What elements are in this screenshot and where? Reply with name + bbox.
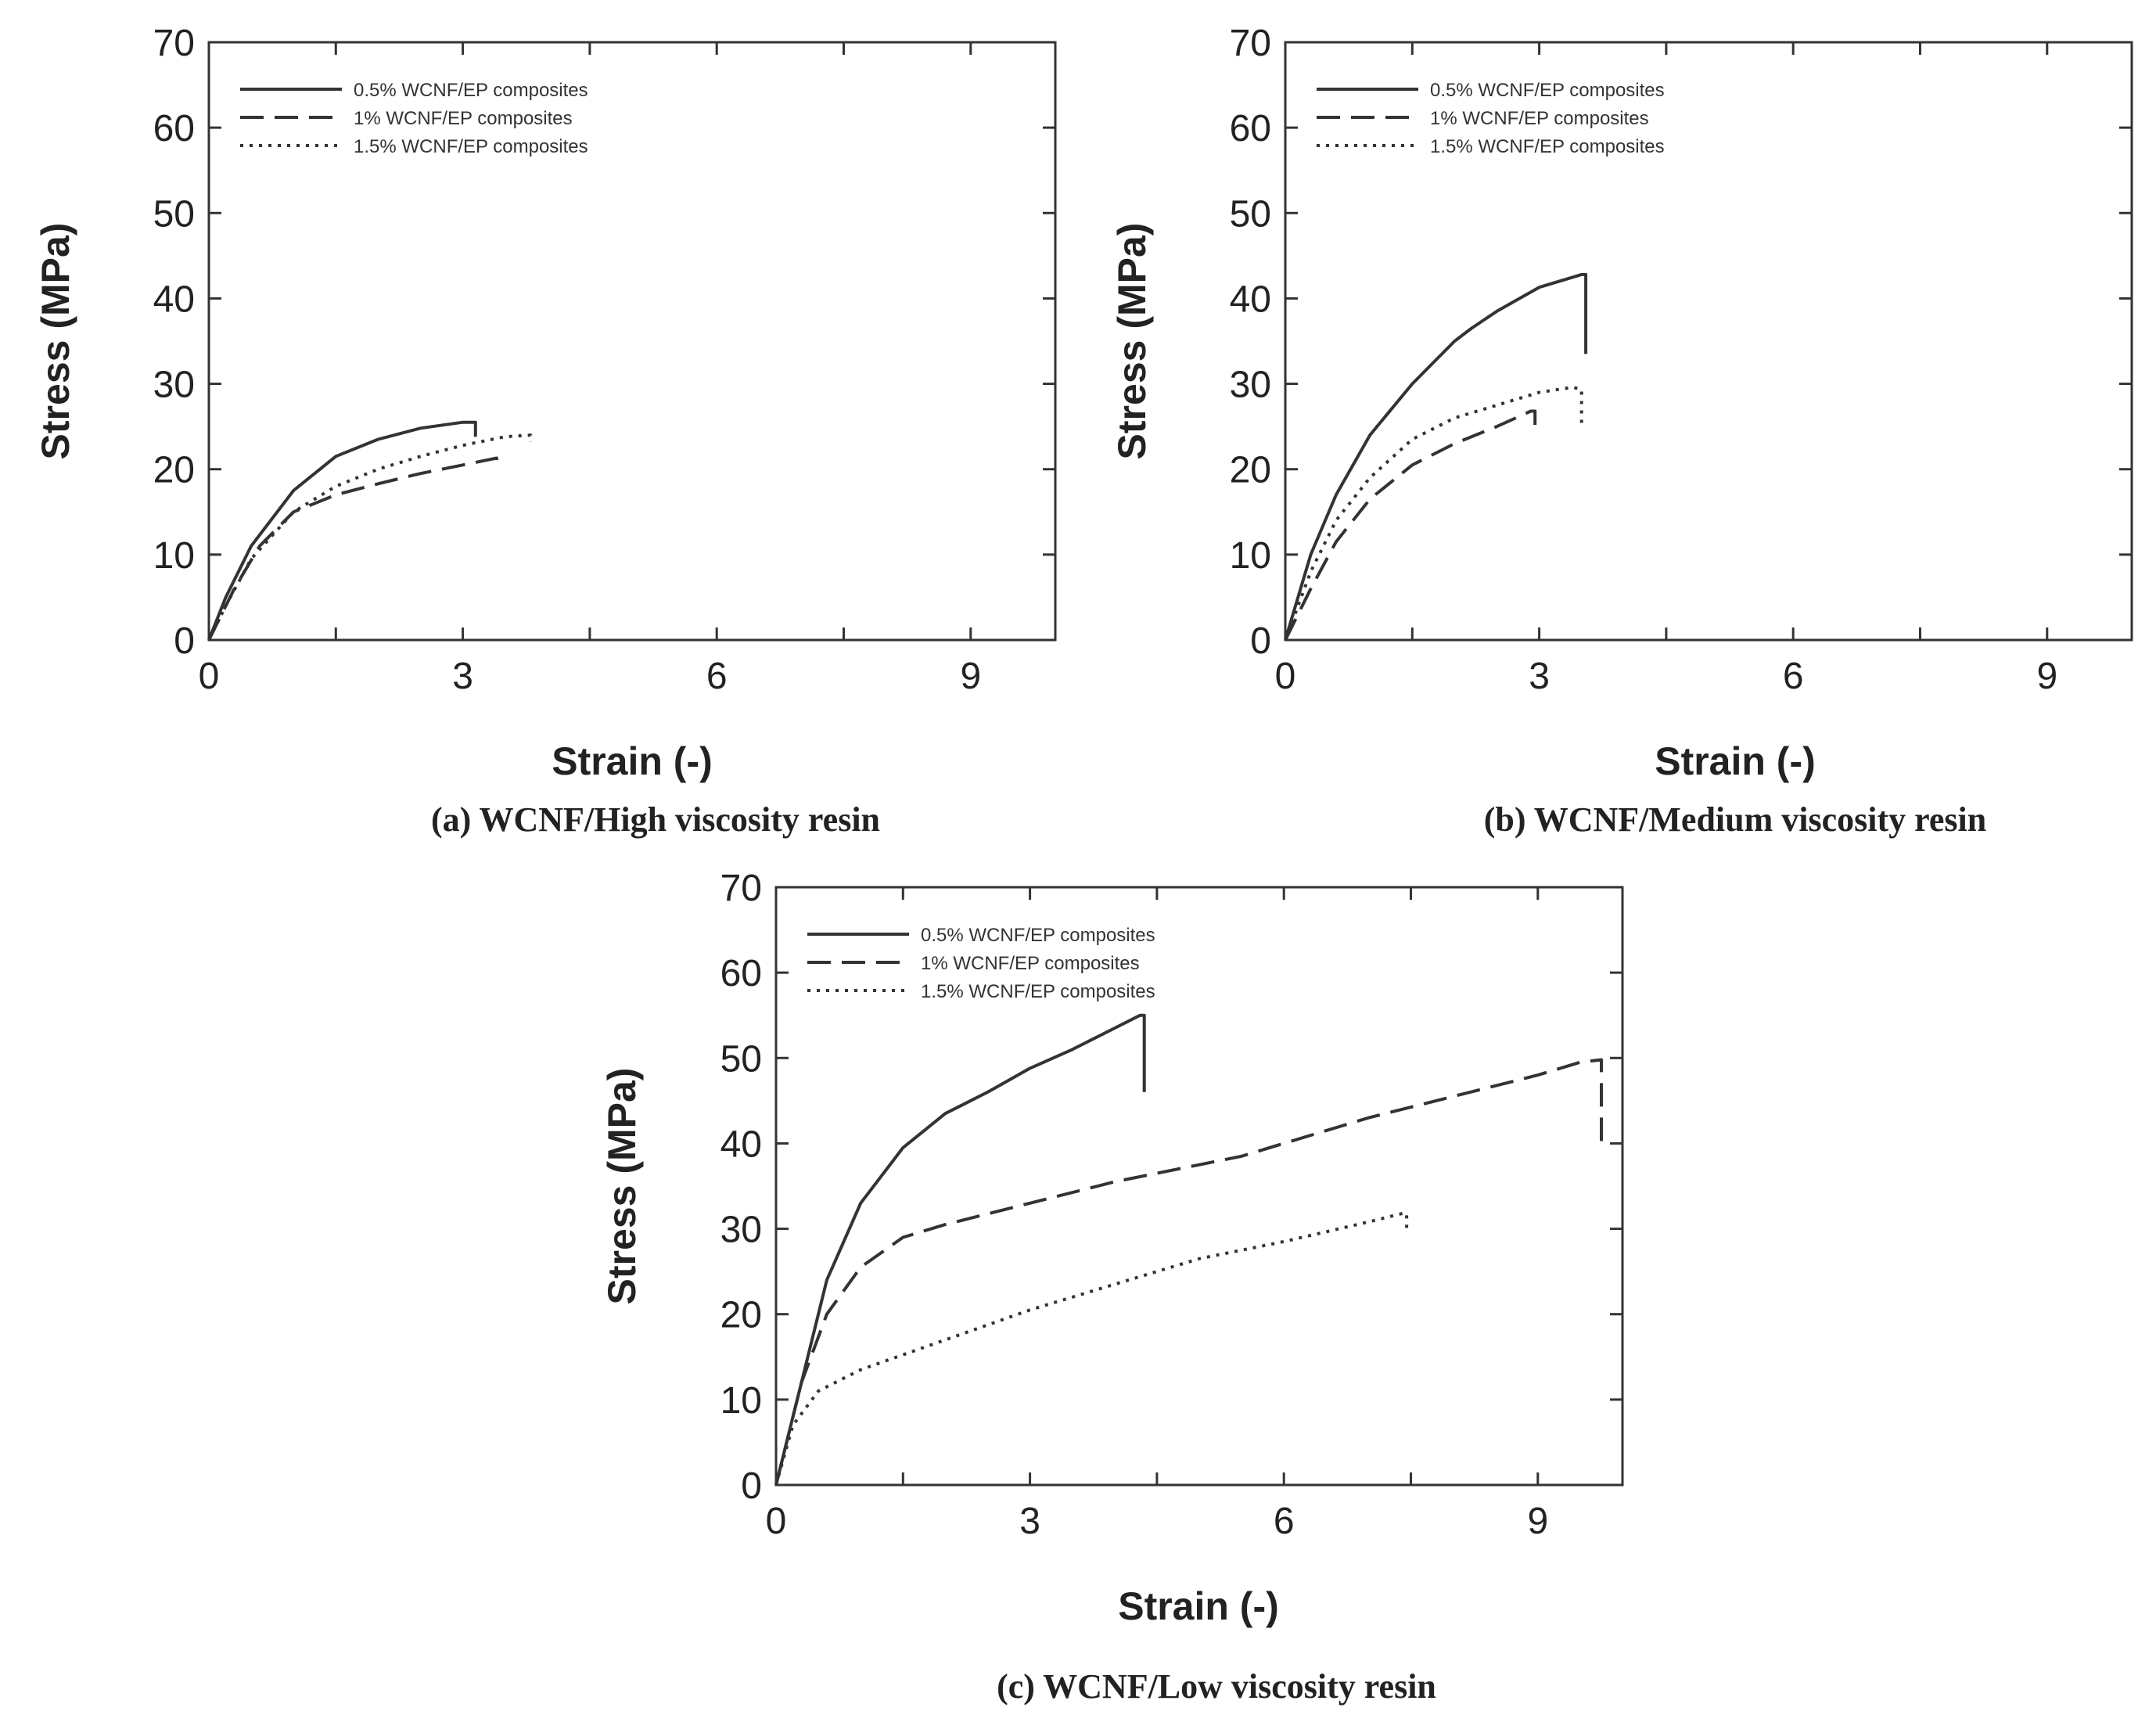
y-tick-label: 60 bbox=[1230, 108, 1271, 149]
y-tick-label: 30 bbox=[1230, 365, 1271, 406]
x-tick-label: 9 bbox=[960, 656, 981, 697]
series-line-3 bbox=[1284, 385, 1583, 641]
x-tick-label: 3 bbox=[1529, 656, 1550, 697]
panel-a: 0 10 20 30 40 50 60 70 0 3 6 9 0.5% WCNF/EP composi… bbox=[34, 23, 1057, 839]
series-line-2 bbox=[207, 456, 498, 641]
x-tick-label: 6 bbox=[706, 656, 728, 697]
y-axis-title: Stress (MPa) bbox=[600, 1068, 644, 1305]
x-tick-label: 6 bbox=[1783, 656, 1804, 697]
y-tick-label: 20 bbox=[720, 1295, 762, 1336]
series-line-3 bbox=[774, 1211, 1409, 1486]
y-tick-label: 10 bbox=[1230, 535, 1271, 577]
y-tick-label: 0 bbox=[741, 1465, 762, 1507]
legend: 0.5% WCNF/EP composites 1% WCNF/EP compos… bbox=[240, 80, 588, 157]
y-tick-label: 70 bbox=[720, 868, 762, 909]
x-tick-label: 0 bbox=[766, 1501, 787, 1542]
x-tick-label: 6 bbox=[1274, 1501, 1295, 1542]
y-tick-label: 30 bbox=[153, 365, 195, 406]
legend-label: 1.5% WCNF/EP composites bbox=[354, 136, 588, 157]
tick-group: 0 10 20 30 40 50 60 70 0 3 6 9 bbox=[720, 868, 1622, 1542]
y-tick-label: 70 bbox=[1230, 23, 1271, 64]
tick-group: 0 10 20 30 40 50 60 70 0 3 6 9 bbox=[153, 23, 1055, 697]
legend-label: 1.5% WCNF/EP composites bbox=[1430, 136, 1665, 157]
legend: 0.5% WCNF/EP composites 1% WCNF/EP compos… bbox=[807, 925, 1155, 1002]
legend-label: 0.5% WCNF/EP composites bbox=[354, 80, 588, 101]
x-tick-label: 9 bbox=[2036, 656, 2057, 697]
legend-label: 1.5% WCNF/EP composites bbox=[921, 981, 1155, 1002]
tick-group: 0 10 20 30 40 50 60 70 0 3 6 9 bbox=[1230, 23, 2132, 697]
y-tick-label: 10 bbox=[720, 1380, 762, 1422]
legend: 0.5% WCNF/EP composites 1% WCNF/EP compos… bbox=[1317, 80, 1665, 157]
curve-group bbox=[1284, 272, 1588, 641]
series-line-1 bbox=[1284, 272, 1588, 641]
x-axis-title: Strain (-) bbox=[552, 739, 713, 783]
panel-b: 0 10 20 30 40 50 60 70 0 3 6 9 0.5% WCNF/EP composi… bbox=[1110, 23, 2133, 839]
panel-caption: (b) WCNF/Medium viscosity resin bbox=[1484, 800, 1986, 839]
x-tick-label: 3 bbox=[452, 656, 473, 697]
x-axis-title: Strain (-) bbox=[1118, 1584, 1279, 1628]
plot-frame bbox=[207, 41, 1057, 642]
panel-caption: (c) WCNF/Low viscosity resin bbox=[997, 1667, 1436, 1706]
series-line-1 bbox=[774, 1013, 1146, 1486]
y-tick-label: 20 bbox=[1230, 450, 1271, 491]
legend-label: 1% WCNF/EP composites bbox=[921, 953, 1140, 974]
y-tick-label: 60 bbox=[720, 953, 762, 994]
panel-c: 0 10 20 30 40 50 60 70 0 3 6 9 0.5% WCNF/EP composi… bbox=[600, 868, 1624, 1706]
y-tick-label: 40 bbox=[153, 279, 195, 320]
y-axis-title: Stress (MPa) bbox=[1110, 223, 1154, 460]
y-tick-label: 70 bbox=[153, 23, 195, 64]
series-line-1 bbox=[207, 420, 477, 641]
y-tick-label: 50 bbox=[153, 193, 195, 235]
legend-label: 1% WCNF/EP composites bbox=[1430, 108, 1649, 129]
series-line-2 bbox=[1284, 409, 1537, 641]
x-tick-label: 3 bbox=[1019, 1501, 1040, 1542]
y-tick-label: 40 bbox=[720, 1124, 762, 1165]
curve-group bbox=[207, 420, 533, 641]
panel-caption: (a) WCNF/High viscosity resin bbox=[431, 800, 880, 839]
y-tick-label: 0 bbox=[174, 620, 195, 662]
y-tick-label: 50 bbox=[720, 1038, 762, 1080]
y-tick-label: 40 bbox=[1230, 279, 1271, 320]
series-line-2 bbox=[774, 1058, 1603, 1486]
legend-label: 0.5% WCNF/EP composites bbox=[1430, 80, 1665, 101]
curve-group bbox=[774, 1013, 1603, 1486]
x-tick-label: 9 bbox=[1527, 1501, 1548, 1542]
legend-label: 1% WCNF/EP composites bbox=[354, 108, 573, 129]
plot-frame bbox=[1284, 41, 2133, 642]
legend-label: 0.5% WCNF/EP composites bbox=[921, 925, 1155, 946]
x-axis-title: Strain (-) bbox=[1655, 739, 1816, 783]
y-tick-label: 60 bbox=[153, 108, 195, 149]
plot-frame bbox=[774, 886, 1624, 1487]
y-tick-label: 30 bbox=[720, 1210, 762, 1251]
y-tick-label: 0 bbox=[1250, 620, 1271, 662]
y-tick-label: 10 bbox=[153, 535, 195, 577]
y-tick-label: 50 bbox=[1230, 193, 1271, 235]
x-tick-label: 0 bbox=[1275, 656, 1296, 697]
y-tick-label: 20 bbox=[153, 450, 195, 491]
y-axis-title: Stress (MPa) bbox=[34, 223, 77, 460]
x-tick-label: 0 bbox=[199, 656, 220, 697]
